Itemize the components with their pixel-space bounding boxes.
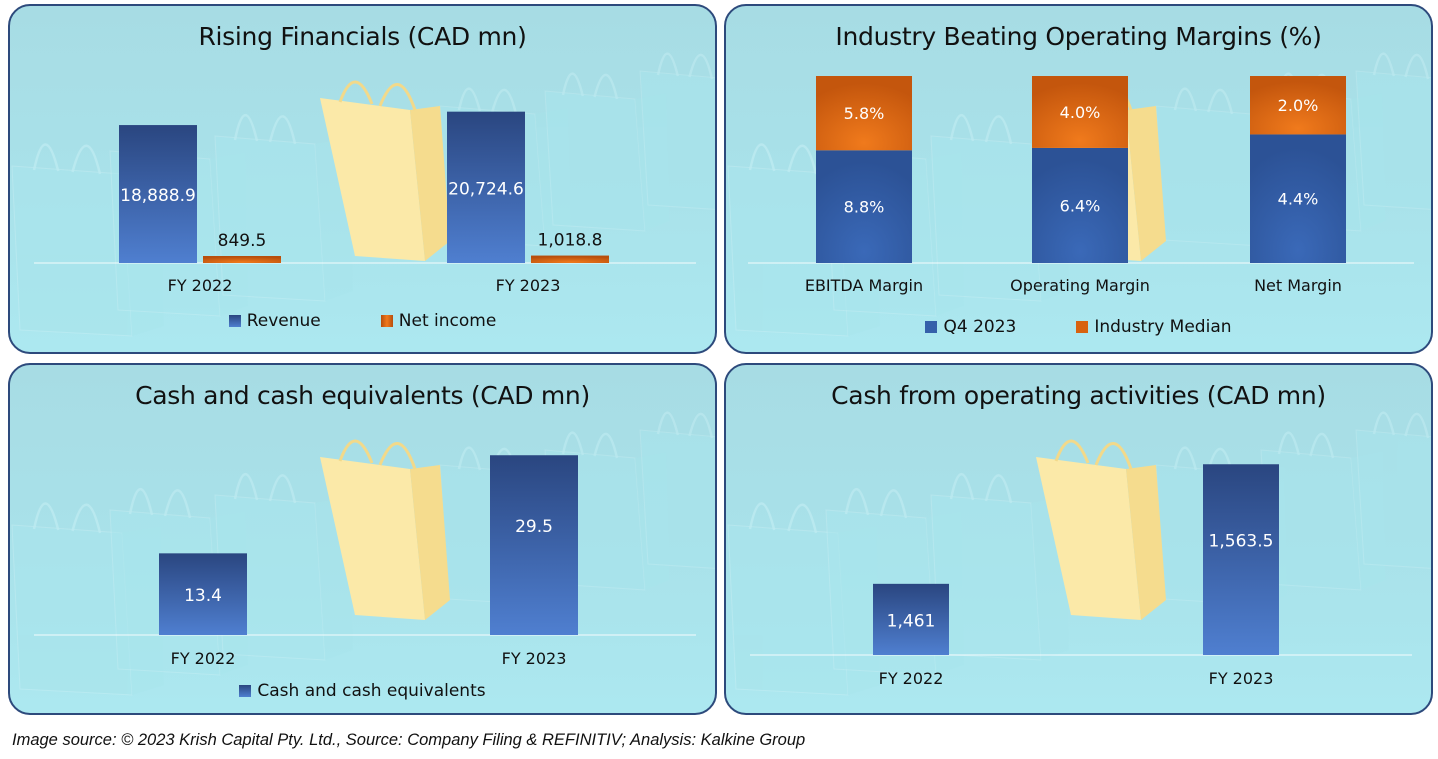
data-label: 29.5	[515, 517, 553, 537]
bar-industry-median-ebitda-margin	[816, 76, 912, 151]
data-label: 1,563.5	[1209, 532, 1274, 552]
shopping-bag-decoration	[930, 473, 1069, 661]
chart-legend: Revenue Net income	[10, 311, 715, 331]
bar-fy-2022	[159, 553, 247, 635]
x-tick-label: Operating Margin	[1010, 276, 1150, 295]
data-label: 20,724.6	[448, 179, 524, 199]
shopping-bag-decoration	[639, 411, 715, 569]
data-label: 849.5	[218, 231, 267, 251]
x-tick-label: Net Margin	[1254, 276, 1342, 295]
x-tick-label: EBITDA Margin	[805, 276, 923, 295]
chart-title: Rising Financials (CAD mn)	[198, 22, 527, 51]
bar-industry-median-net-margin	[1250, 76, 1346, 135]
x-tick-label: FY 2023	[496, 276, 561, 295]
x-tick-label: FY 2023	[1209, 669, 1274, 688]
data-label: 4.4%	[1278, 190, 1319, 209]
chart-panel-operating-margins: Industry Beating Operating Margins (%) 8…	[724, 4, 1433, 354]
bar-net-income-fy-2023	[531, 255, 609, 263]
chart-plot-area: 1,461 FY 2022 1,563.5 FY 2023	[750, 464, 1412, 688]
yellow-shopping-bag-decoration	[1036, 439, 1166, 620]
legend-label: Net income	[398, 311, 497, 331]
legend-label: Industry Median	[1094, 317, 1232, 337]
bar-fy-2022	[873, 583, 949, 655]
legend-item-revenue: Revenue	[228, 311, 321, 331]
bar-fy-2023	[1203, 464, 1279, 655]
bar-industry-median-operating-margin	[1032, 76, 1128, 148]
chart-plot-area: 13.4 FY 2022 29.5 FY 2023	[34, 455, 696, 668]
bar-revenue-fy-2022	[119, 125, 197, 263]
data-label: 6.4%	[1060, 196, 1101, 215]
legend-swatch-industry-median	[1076, 321, 1089, 333]
bar-fy-2023	[490, 455, 578, 635]
shopping-bags-background	[727, 411, 1431, 696]
shopping-bag-decoration	[639, 52, 715, 210]
legend-item-industry-median: Industry Median	[1076, 317, 1232, 337]
x-tick-label: FY 2022	[168, 276, 233, 295]
x-tick-label: FY 2023	[502, 649, 567, 668]
legend-item-q4-2023: Q4 2023	[925, 317, 1016, 337]
legend-swatch-cash-equivalents	[239, 685, 252, 697]
chart-panel-rising-financials: Rising Financials (CAD mn) 18,888.9 849.5…	[8, 4, 717, 354]
legend-swatch-net-income	[380, 315, 393, 327]
x-tick-label: FY 2022	[171, 649, 236, 668]
legend-swatch-revenue	[228, 315, 241, 327]
data-label: 13.4	[184, 586, 222, 606]
legend-label: Cash and cash equivalents	[257, 681, 486, 701]
bar-q4-2023-operating-margin	[1032, 147, 1128, 263]
chart-title: Industry Beating Operating Margins (%)	[835, 22, 1322, 51]
shopping-bag-decoration	[1355, 52, 1431, 210]
data-label: 5.8%	[844, 104, 885, 123]
chart-title: Cash from operating activities (CAD mn)	[831, 381, 1326, 410]
image-source-footer: Image source: © 2023 Krish Capital Pty. …	[12, 731, 806, 749]
legend-label: Revenue	[246, 311, 321, 331]
chart-panel-cash-equivalents: Cash and cash equivalents (CAD mn) 13.4 F…	[8, 363, 717, 715]
data-label: 1,018.8	[538, 231, 603, 251]
bar-net-income-fy-2022	[203, 256, 281, 263]
legend-item-cash-equivalents: Cash and cash equivalents	[239, 681, 486, 701]
data-label: 4.0%	[1060, 103, 1101, 122]
legend-swatch-q4-2023	[925, 321, 938, 333]
yellow-shopping-bag-decoration	[320, 80, 450, 261]
chart-plot-area: 18,888.9 849.5 FY 2022 20,724.6 1,018.8 FY 20…	[34, 111, 696, 295]
shopping-bag-decoration	[544, 72, 670, 232]
shopping-bag-decoration	[1355, 411, 1431, 569]
data-label: 2.0%	[1278, 96, 1319, 115]
bar-q4-2023-ebitda-margin	[816, 150, 912, 263]
x-tick-label: FY 2022	[879, 669, 944, 688]
shopping-bag-decoration	[1260, 431, 1386, 591]
bar-revenue-fy-2023	[447, 111, 525, 263]
data-label: 8.8%	[844, 198, 885, 217]
chart-legend: Q4 2023 Industry Median	[726, 317, 1431, 337]
chart-title: Cash and cash equivalents (CAD mn)	[135, 381, 590, 410]
legend-item-net-income: Net income	[380, 311, 497, 331]
data-label: 1,461	[887, 611, 936, 631]
chart-plot-area: 8.8% 5.8% EBITDA Margin 6.4% 4.0% Operating M…	[748, 76, 1414, 295]
yellow-shopping-bag-decoration	[320, 439, 450, 620]
chart-legend: Cash and cash equivalents	[10, 681, 715, 701]
data-label: 18,888.9	[120, 186, 196, 206]
bar-q4-2023-net-margin	[1250, 134, 1346, 263]
legend-label: Q4 2023	[943, 317, 1017, 337]
chart-panel-cash-operating: Cash from operating activities (CAD mn) …	[724, 363, 1433, 715]
